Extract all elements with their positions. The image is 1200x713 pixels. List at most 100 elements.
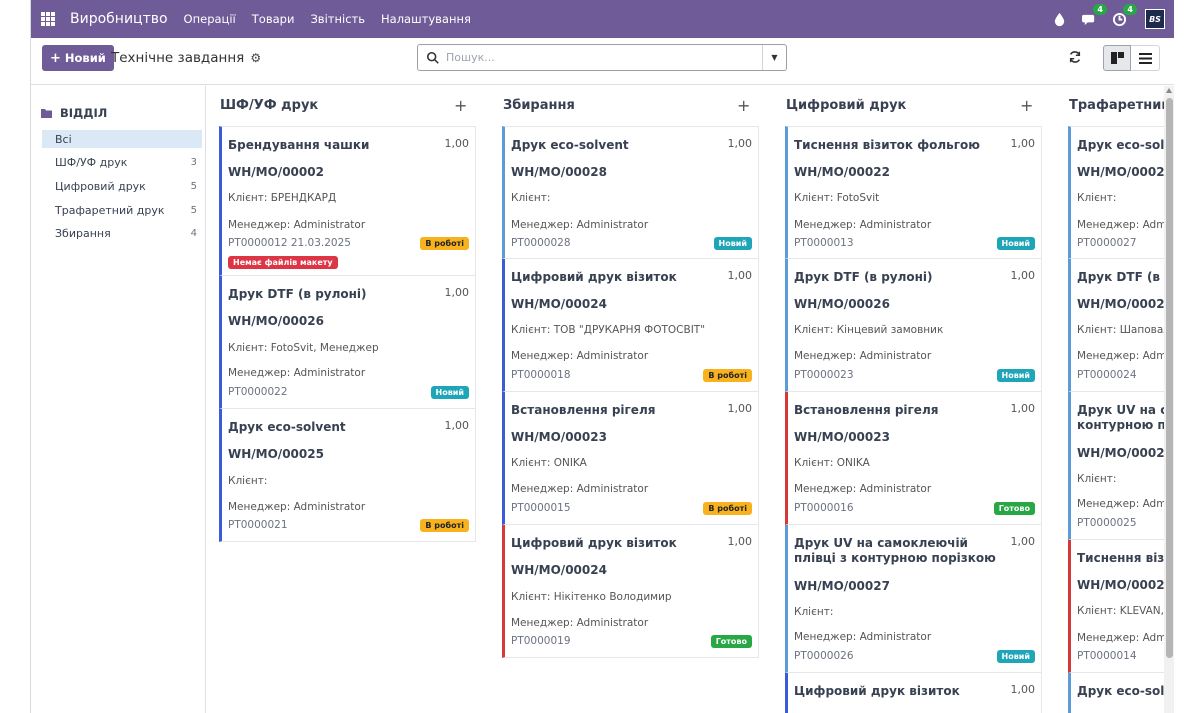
card-manager: Менеджер: Administrator — [794, 483, 932, 495]
card-client: Клієнт: FotoSvit — [794, 192, 880, 204]
kanban-card[interactable]: Друк eco-solve — [1068, 673, 1174, 713]
kanban-card[interactable]: Друк eco-solvent 1,00 WH/MO/00025 Клієнт… — [219, 409, 476, 542]
kanban-view-button[interactable] — [1103, 45, 1131, 71]
card-manager: Менеджер: Administrator — [511, 219, 649, 231]
card-title: Цифровий друк візиток — [511, 536, 677, 550]
column-title[interactable]: Цифровий друк — [786, 98, 907, 113]
card-ref: PT0000015 — [511, 502, 571, 514]
sidebar-item-screen-print[interactable]: Трафаретний друк 5 — [42, 201, 202, 219]
gear-icon[interactable]: ⚙ — [250, 51, 262, 65]
card-title: Цифровий друк візиток — [794, 684, 960, 698]
card-qty: 1,00 — [727, 402, 753, 415]
page-title: Технічне завдання — [111, 50, 245, 66]
card-ref: PT0000016 — [794, 502, 854, 514]
app-name[interactable]: Виробництво — [70, 11, 168, 27]
menu-configuration[interactable]: Налаштування — [381, 12, 471, 26]
status-badge: Новий — [996, 237, 1035, 250]
column-title[interactable]: Збирання — [503, 98, 575, 113]
kanban-card[interactable]: Тиснення візит WH/MO/00022 Клієнт: KLEVA… — [1068, 540, 1174, 673]
search-options-dropdown[interactable]: ▼ — [762, 45, 786, 70]
column-add-icon[interactable]: + — [1020, 96, 1034, 115]
new-button[interactable]: + Новий — [42, 45, 114, 71]
card-client: Клієнт: Нікітенко Володимир — [511, 591, 672, 603]
card-qty: 1,00 — [1010, 402, 1036, 415]
kanban-card[interactable]: Брендування чашки 1,00 WH/MO/00002 Клієн… — [219, 126, 476, 276]
kanban-card[interactable]: Встановлення рігеля 1,00 WH/MO/00023 Клі… — [785, 392, 1042, 525]
card-title: Друк eco-solve — [1077, 684, 1174, 698]
kanban-card[interactable]: Друк UV на са контурною по WH/MO/00027 К… — [1068, 392, 1174, 540]
scroll-thumb[interactable] — [1166, 98, 1173, 658]
menu-operations[interactable]: Операції — [183, 12, 236, 26]
chat-badge: 4 — [1093, 4, 1107, 15]
card-mo: WH/MO/00028 — [511, 165, 607, 179]
card-title: Друк DTF (в рулоні) — [794, 270, 933, 284]
card-qty: 1,00 — [1010, 137, 1036, 150]
column-title[interactable]: Трафаретний д — [1069, 98, 1174, 113]
menu-reporting[interactable]: Звітність — [310, 12, 365, 26]
kanban-card[interactable]: Цифровий друк візиток 1,00 — [785, 673, 1042, 713]
kanban-card[interactable]: Тиснення візиток фольгою 1,00 WH/MO/0002… — [785, 126, 1042, 259]
card-client: Клієнт: KLEVAN, I — [1077, 605, 1171, 617]
kanban-card[interactable]: Встановлення рігеля 1,00 WH/MO/00023 Клі… — [502, 392, 759, 525]
top-navbar: Виробництво Операції Товари Звітність На… — [31, 0, 1174, 38]
sidebar-item-label: Всі — [55, 132, 72, 146]
search-input[interactable] — [446, 51, 756, 64]
apps-menu-icon[interactable] — [41, 12, 55, 26]
kanban-card[interactable]: Друк DTF (в ру WH/MO/00026 Клієнт: Шапов… — [1068, 259, 1174, 392]
kanban-card[interactable]: Цифровий друк візиток 1,00 WH/MO/00024 К… — [502, 259, 759, 392]
chat-icon[interactable]: 4 — [1081, 4, 1107, 27]
list-view-button[interactable] — [1131, 45, 1160, 71]
refresh-icon[interactable] — [1068, 50, 1082, 64]
card-mo: WH/MO/00024 — [511, 563, 607, 577]
menu-products[interactable]: Товари — [251, 12, 295, 26]
sidebar-item-digital-print[interactable]: Цифровий друк 5 — [42, 177, 202, 195]
status-badge: Новий — [430, 386, 469, 399]
column-add-icon[interactable]: + — [454, 96, 468, 115]
card-ref: PT0000023 — [794, 369, 854, 381]
card-manager: Менеджер: Adm — [1077, 498, 1167, 510]
card-ref: PT0000028 — [511, 237, 571, 249]
card-ref: PT0000014 — [1077, 650, 1137, 662]
card-client: Клієнт: — [511, 192, 551, 204]
status-badge: Новий — [996, 650, 1035, 663]
card-manager: Менеджер: Administrator — [228, 501, 366, 513]
card-mo: WH/MO/00026 — [1077, 297, 1173, 311]
kanban-card[interactable]: Друк DTF (в рулоні) 1,00 WH/MO/00026 Клі… — [219, 276, 476, 409]
kanban-card[interactable]: Друк eco-solvent 1,00 WH/MO/00028 Клієнт… — [502, 126, 759, 259]
drop-icon[interactable] — [1051, 11, 1067, 27]
card-client: Клієнт: БРЕНДКАРД — [228, 192, 337, 204]
navbar-systray: 4 4 BS — [1037, 0, 1165, 38]
sidebar-item-assembly[interactable]: Збирання 4 — [42, 224, 202, 242]
sidebar-item-label: Цифровий друк — [55, 179, 146, 193]
column-add-icon[interactable]: + — [737, 96, 751, 115]
card-qty: 1,00 — [444, 286, 470, 299]
sidebar-item-uv-print[interactable]: ШФ/УФ друк 3 — [42, 153, 202, 171]
scroll-up-icon[interactable] — [1166, 88, 1172, 93]
card-ref: PT0000012 21.03.2025 — [228, 237, 351, 249]
sidebar-item-label: Збирання — [55, 226, 111, 240]
sidebar-item-count: 4 — [190, 227, 197, 239]
plus-icon: + — [50, 50, 61, 66]
status-badge: Новий — [713, 237, 752, 250]
kanban-card[interactable]: Друк DTF (в рулоні) 1,00 WH/MO/00026 Клі… — [785, 259, 1042, 392]
card-manager: Менеджер: Administrator — [794, 631, 932, 643]
card-manager: Менеджер: Adm — [1077, 219, 1167, 231]
status-badge: Новий — [996, 369, 1035, 382]
activity-clock-icon[interactable]: 4 — [1111, 4, 1137, 27]
user-avatar[interactable]: BS — [1145, 9, 1165, 29]
card-ref: PT0000013 — [794, 237, 854, 249]
card-ref: PT0000025 — [1077, 517, 1137, 529]
kanban-card[interactable]: Цифровий друк візиток 1,00 WH/MO/00024 К… — [502, 525, 759, 658]
card-mo: WH/MO/00025 — [228, 447, 324, 461]
column-title[interactable]: ШФ/УФ друк — [220, 98, 319, 113]
card-qty: 1,00 — [727, 535, 753, 548]
app-frame: Виробництво Операції Товари Звітність На… — [30, 0, 1174, 713]
kanban-card[interactable]: Друк UV на самоклеючій плівці з контурно… — [785, 525, 1042, 673]
kanban-card[interactable]: Друк eco-solve WH/MO/00028 Клієнт: Менед… — [1068, 126, 1174, 259]
card-ref: PT0000026 — [794, 650, 854, 662]
sidebar-item-all[interactable]: Всі — [42, 130, 202, 148]
card-manager: Менеджер: Administrator — [228, 367, 366, 379]
vertical-scrollbar[interactable] — [1164, 86, 1174, 713]
search-box: ▼ — [417, 44, 787, 71]
